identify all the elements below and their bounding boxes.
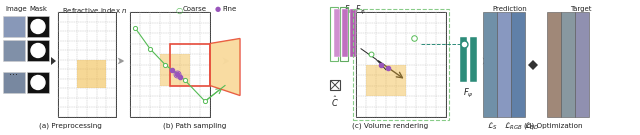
Text: $\mathcal{L}_{BD}$: $\mathcal{L}_{BD}$ xyxy=(524,121,539,132)
Bar xyxy=(27,72,49,93)
Bar xyxy=(3,40,25,61)
Text: ●: ● xyxy=(215,6,221,12)
Polygon shape xyxy=(528,60,538,70)
Bar xyxy=(470,37,477,82)
Polygon shape xyxy=(210,38,240,95)
Text: $\mathcal{L}_S$: $\mathcal{L}_S$ xyxy=(487,121,498,132)
Text: (b) Path sampling: (b) Path sampling xyxy=(163,122,227,129)
Text: (a) Preprocessing: (a) Preprocessing xyxy=(38,122,101,129)
Bar xyxy=(497,12,511,117)
Bar xyxy=(334,9,340,57)
Text: Coarse: Coarse xyxy=(183,6,207,12)
Text: Refractive index $n$: Refractive index $n$ xyxy=(62,6,127,15)
Bar xyxy=(575,12,589,117)
Bar xyxy=(58,12,116,117)
Polygon shape xyxy=(210,38,240,95)
Bar xyxy=(3,16,25,37)
Bar xyxy=(77,60,106,88)
Text: ...: ... xyxy=(33,67,42,77)
Bar xyxy=(27,16,49,37)
Bar xyxy=(356,12,446,117)
Bar xyxy=(340,7,348,61)
Circle shape xyxy=(31,43,45,58)
Bar xyxy=(460,37,467,82)
Circle shape xyxy=(31,19,45,33)
Text: Image: Image xyxy=(5,6,27,12)
Bar xyxy=(366,65,406,96)
Text: $F_\theta, F_\phi$: $F_\theta, F_\phi$ xyxy=(344,4,366,17)
Bar xyxy=(511,12,525,117)
Bar xyxy=(27,40,49,61)
Text: ...: ... xyxy=(10,67,19,77)
Bar xyxy=(342,9,348,57)
Bar xyxy=(330,80,340,90)
Text: $\hat{C}$: $\hat{C}$ xyxy=(331,94,339,109)
Bar xyxy=(3,72,25,93)
Bar xyxy=(353,9,449,120)
Bar xyxy=(350,9,356,57)
Bar xyxy=(130,12,210,117)
Circle shape xyxy=(31,75,45,90)
Bar xyxy=(547,12,561,117)
Bar xyxy=(330,7,338,61)
Text: Fine: Fine xyxy=(222,6,236,12)
Text: Mask: Mask xyxy=(29,6,47,12)
Bar xyxy=(483,12,497,117)
Text: Target: Target xyxy=(570,6,592,12)
Polygon shape xyxy=(51,57,56,65)
Text: (c) Volume rendering: (c) Volume rendering xyxy=(352,122,428,129)
Text: Prediction: Prediction xyxy=(493,6,527,12)
Bar xyxy=(170,43,210,85)
Text: ○: ○ xyxy=(175,6,182,15)
Bar xyxy=(561,12,575,117)
Text: $F_\psi$: $F_\psi$ xyxy=(463,87,474,100)
Bar xyxy=(160,54,190,85)
Text: (d) Optimization: (d) Optimization xyxy=(524,122,582,129)
Text: $\mathcal{L}_{RGB}$: $\mathcal{L}_{RGB}$ xyxy=(504,121,523,132)
